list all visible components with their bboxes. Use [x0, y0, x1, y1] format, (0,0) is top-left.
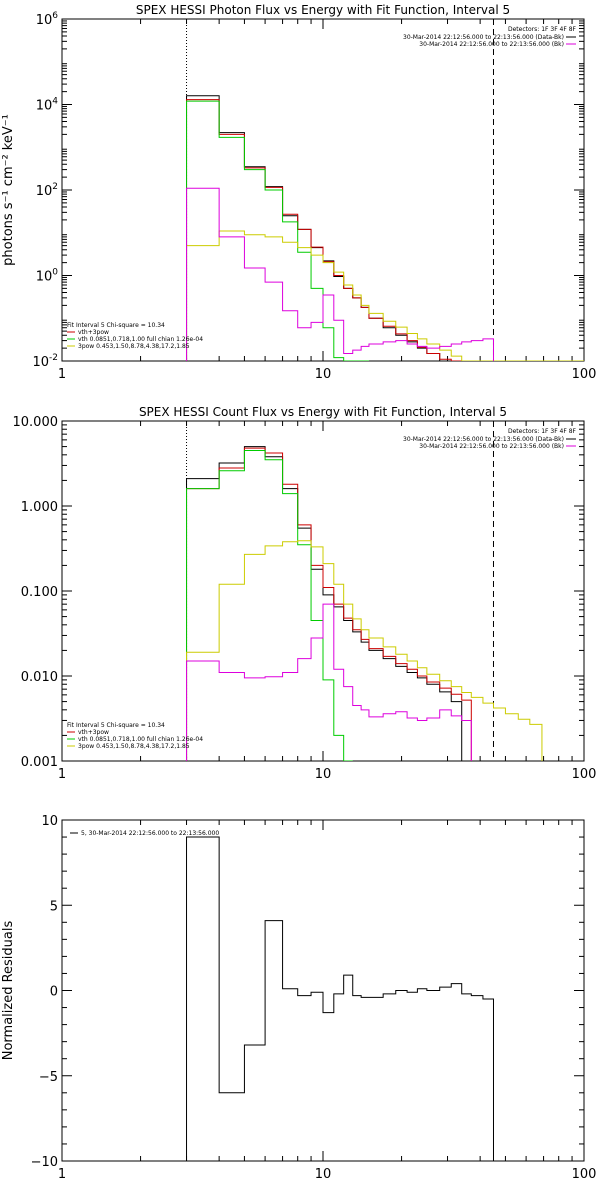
legend-title: Fit Interval 5 Chi-square = 10.34	[67, 722, 165, 729]
y-tick-label: −5	[39, 1070, 58, 1085]
x-tick-label: 1	[58, 767, 66, 782]
chart-title: SPEX HESSI Count Flux vs Energy with Fit…	[139, 405, 507, 419]
chart-panel-2: SPEX HESSI Count Flux vs Energy with Fit…	[13, 405, 597, 782]
y-tick-base: 10	[36, 270, 53, 285]
y-axis-label: Normalized Residuals	[1, 921, 16, 1061]
legend-title: Detectors: 1F 3F 4F 8F	[508, 26, 577, 33]
y-tick-label: 0.100	[21, 585, 58, 600]
y-tick-label: 10-2	[32, 353, 58, 370]
chart-panel-1: SPEX HESSI Photon Flux vs Energy with Fi…	[1, 3, 596, 382]
legend-entry-label: 5, 30-Mar-2014 22:12:56.000 to 22:13:56.…	[81, 830, 219, 837]
y-tick-label: 100	[36, 268, 59, 285]
y-axis-label: photons s⁻¹ cm⁻² keV⁻¹	[1, 114, 16, 266]
y-tick-exp: 0	[52, 268, 58, 278]
legend-entry-label: 3pow 0.453,1.50,8.78,4.38,17.2,1.85	[78, 343, 190, 350]
legend-entry-label: vth+3pow	[78, 729, 109, 736]
series-line-5	[186, 187, 494, 361]
legend-top-left: 5, 30-Mar-2014 22:12:56.000 to 22:13:56.…	[70, 830, 219, 837]
legend-entry-label: 3pow 0.453,1.50,8.78,4.38,17.2,1.85	[78, 743, 190, 750]
chart-panel-3: 1 10 100 −10 −5 0 5 10 Normalized Residuals 5, 30…	[1, 814, 596, 1182]
y-tick-exp: 4	[52, 97, 58, 107]
series-line-4	[186, 230, 584, 361]
y-tick-label: 0.001	[21, 755, 58, 770]
y-tick-exp: 2	[52, 182, 58, 192]
legend-entry-label: 30-Mar-2014 22:12:56.000 to 22:13:56.000…	[403, 436, 564, 443]
y-tick-exp: 6	[52, 11, 58, 21]
series-group	[186, 446, 543, 761]
y-tick-label: 0.010	[21, 670, 58, 685]
legend-bottom-left: Fit Interval 5 Chi-square = 10.34vth+3po…	[67, 322, 203, 350]
y-tick-label: 106	[36, 11, 59, 28]
legend-title: Detectors: 1F 3F 4F 8F	[508, 428, 577, 435]
y-tick-label: 10.000	[13, 415, 59, 430]
series-line-1	[186, 836, 494, 1161]
series-line-2	[186, 447, 472, 761]
series-line-2	[186, 99, 472, 361]
series-group	[186, 836, 494, 1161]
y-tick-base: 10	[36, 184, 53, 199]
y-tick-base: 10	[32, 355, 49, 370]
x-tick-label: 10	[315, 767, 332, 782]
y-tick-label: 10	[41, 814, 58, 829]
y-tick-base: 10	[36, 13, 53, 28]
legend-entry-label: vth 0.0851,0.718,1.00 full chian 1.26e-0…	[78, 736, 203, 743]
series-group	[186, 95, 584, 361]
legend-entry-label: vth 0.0851,0.718,1.00 full chian 1.26e-0…	[78, 336, 203, 343]
x-tick-label: 10	[315, 1167, 332, 1182]
legend-entry-label: 30-Mar-2014 22:12:56.000 to 22:13:56.000…	[419, 443, 564, 450]
legend-entry-label: 30-Mar-2014 22:12:56.000 to 22:13:56.000…	[419, 41, 564, 48]
series-line-4	[186, 540, 543, 761]
legend-title: Fit Interval 5 Chi-square = 10.34	[67, 322, 165, 329]
y-tick-base: 10	[36, 99, 53, 114]
y-tick-label: 5	[50, 899, 58, 914]
plot-frame	[61, 819, 585, 1162]
legend-entry-label: vth+3pow	[78, 329, 109, 336]
legend-bottom-left: Fit Interval 5 Chi-square = 10.34vth+3po…	[67, 722, 203, 750]
y-tick-label: 104	[36, 97, 59, 114]
y-tick-exp: -2	[49, 353, 58, 363]
y-tick-label: −10	[31, 1155, 58, 1170]
x-tick-label: 1	[58, 367, 66, 382]
y-tick-label: 1.000	[21, 500, 58, 515]
series-line-3	[186, 100, 369, 361]
chart-title: SPEX HESSI Photon Flux vs Energy with Fi…	[136, 3, 510, 17]
y-tick-label: 102	[36, 182, 58, 199]
x-tick-label: 1	[58, 1167, 66, 1182]
y-tick-label: 0	[50, 985, 58, 1000]
x-tick-label: 100	[572, 367, 597, 382]
x-tick-label: 100	[572, 767, 597, 782]
series-line-3	[186, 449, 353, 761]
series-line-5	[186, 603, 472, 761]
x-tick-label: 100	[572, 1167, 597, 1182]
x-tick-label: 10	[315, 367, 332, 382]
series-line-1	[186, 95, 472, 361]
legend-entry-label: 30-Mar-2014 22:12:56.000 to 22:13:56.000…	[403, 34, 564, 41]
